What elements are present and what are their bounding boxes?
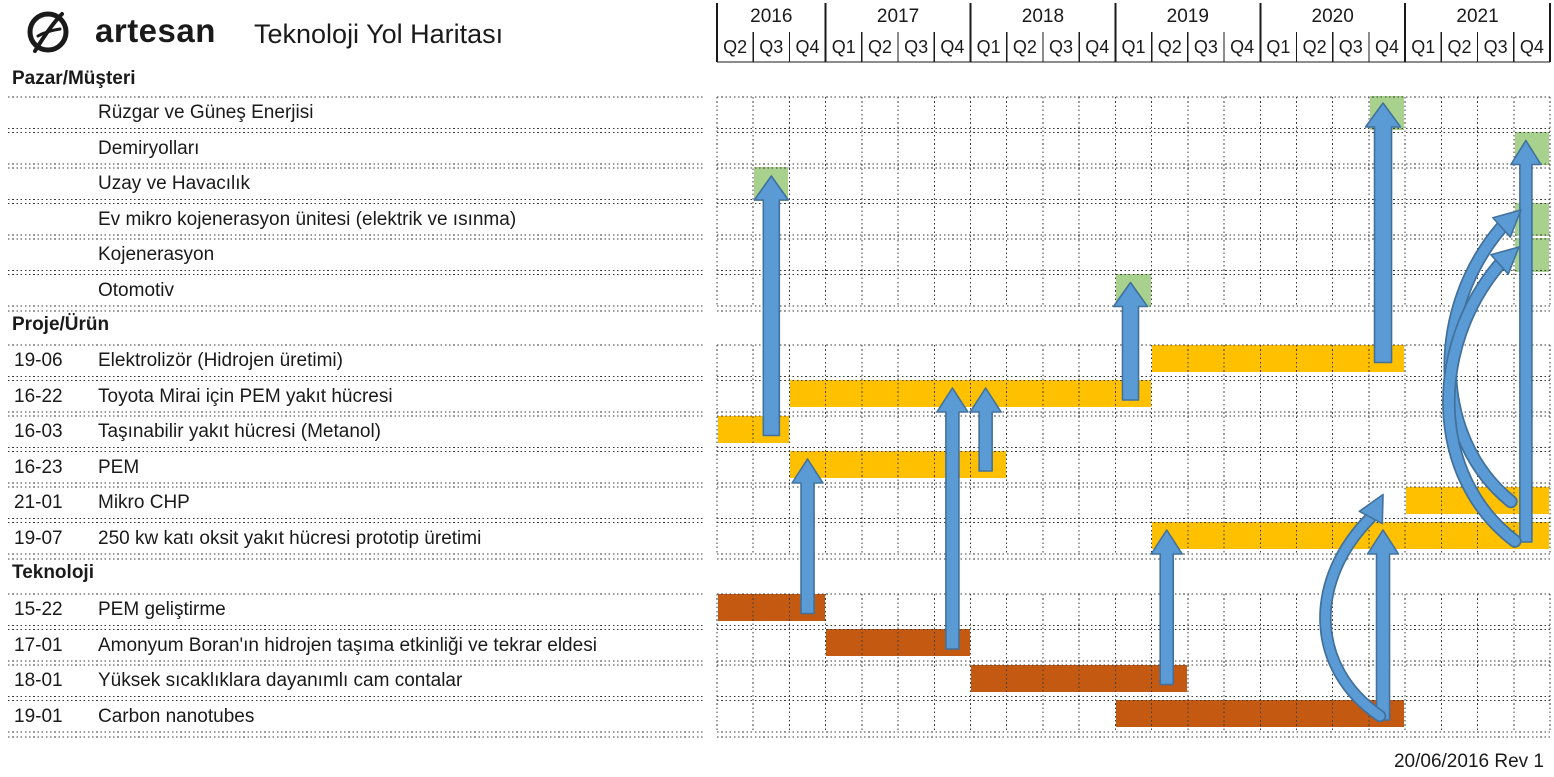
year-label-2018: 2018: [1021, 6, 1065, 27]
row-label-21-01: Mikro CHP: [98, 492, 190, 513]
timeline-header: 2016 Q2 Q3 Q4 2017 Q1 Q2 Q3 Q4 2018 Q1 Q2 Q3 Q4 2019 Q1…: [0, 0, 1554, 64]
row-code-16-22: 16-22: [14, 385, 63, 407]
quarter-label-2021-Q1: Q1: [1411, 37, 1436, 57]
milestone-uzay-2016-Q3[interactable]: [754, 167, 789, 201]
row-label-ev-mikro: Ev mikro kojenerasyon ünitesi (elektrik …: [98, 208, 517, 230]
row-label-uzay: Uzay ve Havacılık: [98, 173, 251, 194]
artesan-logo-icon: [22, 6, 74, 58]
year-label-2020: 2020: [1311, 6, 1354, 27]
section-title-project: Proje/Ürün: [12, 314, 110, 335]
bar-16-23[interactable]: [790, 451, 1006, 478]
quarter-label-2021-Q2: Q2: [1447, 37, 1472, 57]
row-code-19-07: 19-07: [14, 527, 63, 549]
quarter-label-2016-Q2: Q2: [723, 37, 748, 57]
row-label-18-01: Yüksek sıcaklıklara dayanımlı cam contal…: [98, 670, 463, 691]
quarter-label-2016-Q3: Q3: [759, 37, 784, 57]
year-label-2017: 2017: [876, 6, 920, 27]
bar-16-22[interactable]: [790, 380, 1151, 407]
quarter-label-2017-Q2: Q2: [867, 37, 892, 57]
row-label-19-01: Carbon nanotubes: [98, 705, 255, 727]
row-label-16-03: Taşınabilir yakıt hücresi (Metanol): [98, 421, 381, 442]
revision-stamp: 20/06/2016 Rev 1: [1393, 751, 1544, 772]
quarter-label-2019-Q3: Q3: [1193, 37, 1218, 57]
row-code-16-23: 16-23: [14, 456, 63, 478]
quarter-label-2018-Q3: Q3: [1049, 37, 1074, 57]
quarter-label-2021-Q4: Q4: [1519, 37, 1544, 57]
milestone-demiryollari-2021-Q4[interactable]: [1514, 131, 1549, 165]
quarter-label-2018-Q2: Q2: [1012, 37, 1037, 57]
row-code-21-01: 21-01: [14, 492, 63, 513]
quarter-label-2020-Q1: Q1: [1266, 37, 1291, 57]
quarter-label-2019-Q1: Q1: [1121, 37, 1146, 57]
row-code-16-03: 16-03: [14, 421, 63, 442]
year-label-2016: 2016: [750, 6, 793, 27]
bar-19-07[interactable]: [1152, 522, 1550, 549]
quarter-label-2017-Q3: Q3: [904, 37, 929, 57]
row-code-19-06: 19-06: [14, 350, 63, 371]
quarter-label-2021-Q3: Q3: [1483, 37, 1508, 57]
quarter-label-2020-Q2: Q2: [1302, 37, 1327, 57]
bar-19-01[interactable]: [1116, 700, 1405, 727]
quarter-label-2017-Q4: Q4: [940, 37, 965, 57]
artesan-logo-text: artesan: [95, 12, 216, 49]
bar-18-01[interactable]: [971, 664, 1188, 692]
bar-17-01[interactable]: [826, 629, 970, 656]
row-label-kojenerasyon: Kojenerasyon: [98, 244, 215, 265]
row-label-16-22: Toyota Mirai için PEM yakıt hücresi: [98, 385, 393, 407]
row-code-17-01: 17-01: [14, 634, 63, 656]
milestone-kojenerasyon-2021-Q4[interactable]: [1514, 238, 1549, 272]
row-code-15-22: 15-22: [14, 599, 63, 620]
quarter-label-2016-Q4: Q4: [795, 37, 820, 57]
quarter-label-2017-Q1: Q1: [831, 37, 856, 57]
year-label-2021: 2021: [1456, 6, 1499, 27]
milestone-ruzgar-2020-Q4[interactable]: [1369, 96, 1405, 130]
row-label-17-01: Amonyum Boran'ın hidrojen taşıma etkinli…: [98, 634, 597, 656]
milestone-otomotiv-2019-Q1[interactable]: [1116, 273, 1151, 307]
page-title: Teknoloji Yol Haritası: [254, 19, 504, 49]
row-label-16-23: PEM: [98, 456, 140, 478]
bar-19-06[interactable]: [1152, 344, 1405, 372]
section-title-tech: Teknoloji: [12, 562, 94, 583]
bar-21-01[interactable]: [1405, 486, 1550, 514]
row-label-19-06: Elektrolizör (Hidrojen üretimi): [98, 350, 343, 371]
quarter-label-2020-Q4: Q4: [1375, 37, 1400, 57]
year-label-2019: 2019: [1166, 6, 1209, 27]
quarter-label-2019-Q2: Q2: [1157, 37, 1182, 57]
row-label-otomotiv: Otomotiv: [98, 279, 175, 301]
bar-15-22[interactable]: [717, 593, 825, 621]
row-label-ruzgar: Rüzgar ve Güneş Enerjisi: [98, 102, 314, 123]
left-labels-panel: Pazar/Müşteri Rüzgar ve Güneş Enerjisi Dem…: [0, 0, 712, 777]
row-label-15-22: PEM geliştirme: [98, 599, 226, 620]
row-code-18-01: 18-01: [14, 670, 63, 691]
bar-16-03[interactable]: [717, 415, 789, 443]
quarter-label-2018-Q4: Q4: [1085, 37, 1110, 57]
milestone-ev-mikro-2021-Q4[interactable]: [1514, 202, 1549, 236]
quarter-label-2018-Q1: Q1: [976, 37, 1001, 57]
row-label-19-07: 250 kw katı oksit yakıt hücresi prototip…: [98, 527, 482, 549]
quarter-label-2020-Q3: Q3: [1338, 37, 1363, 57]
section-title-market: Pazar/Müşteri: [12, 68, 136, 89]
quarter-label-2019-Q4: Q4: [1230, 37, 1255, 57]
row-label-demiryollari: Demiryolları: [98, 137, 200, 159]
row-code-19-01: 19-01: [14, 705, 63, 727]
